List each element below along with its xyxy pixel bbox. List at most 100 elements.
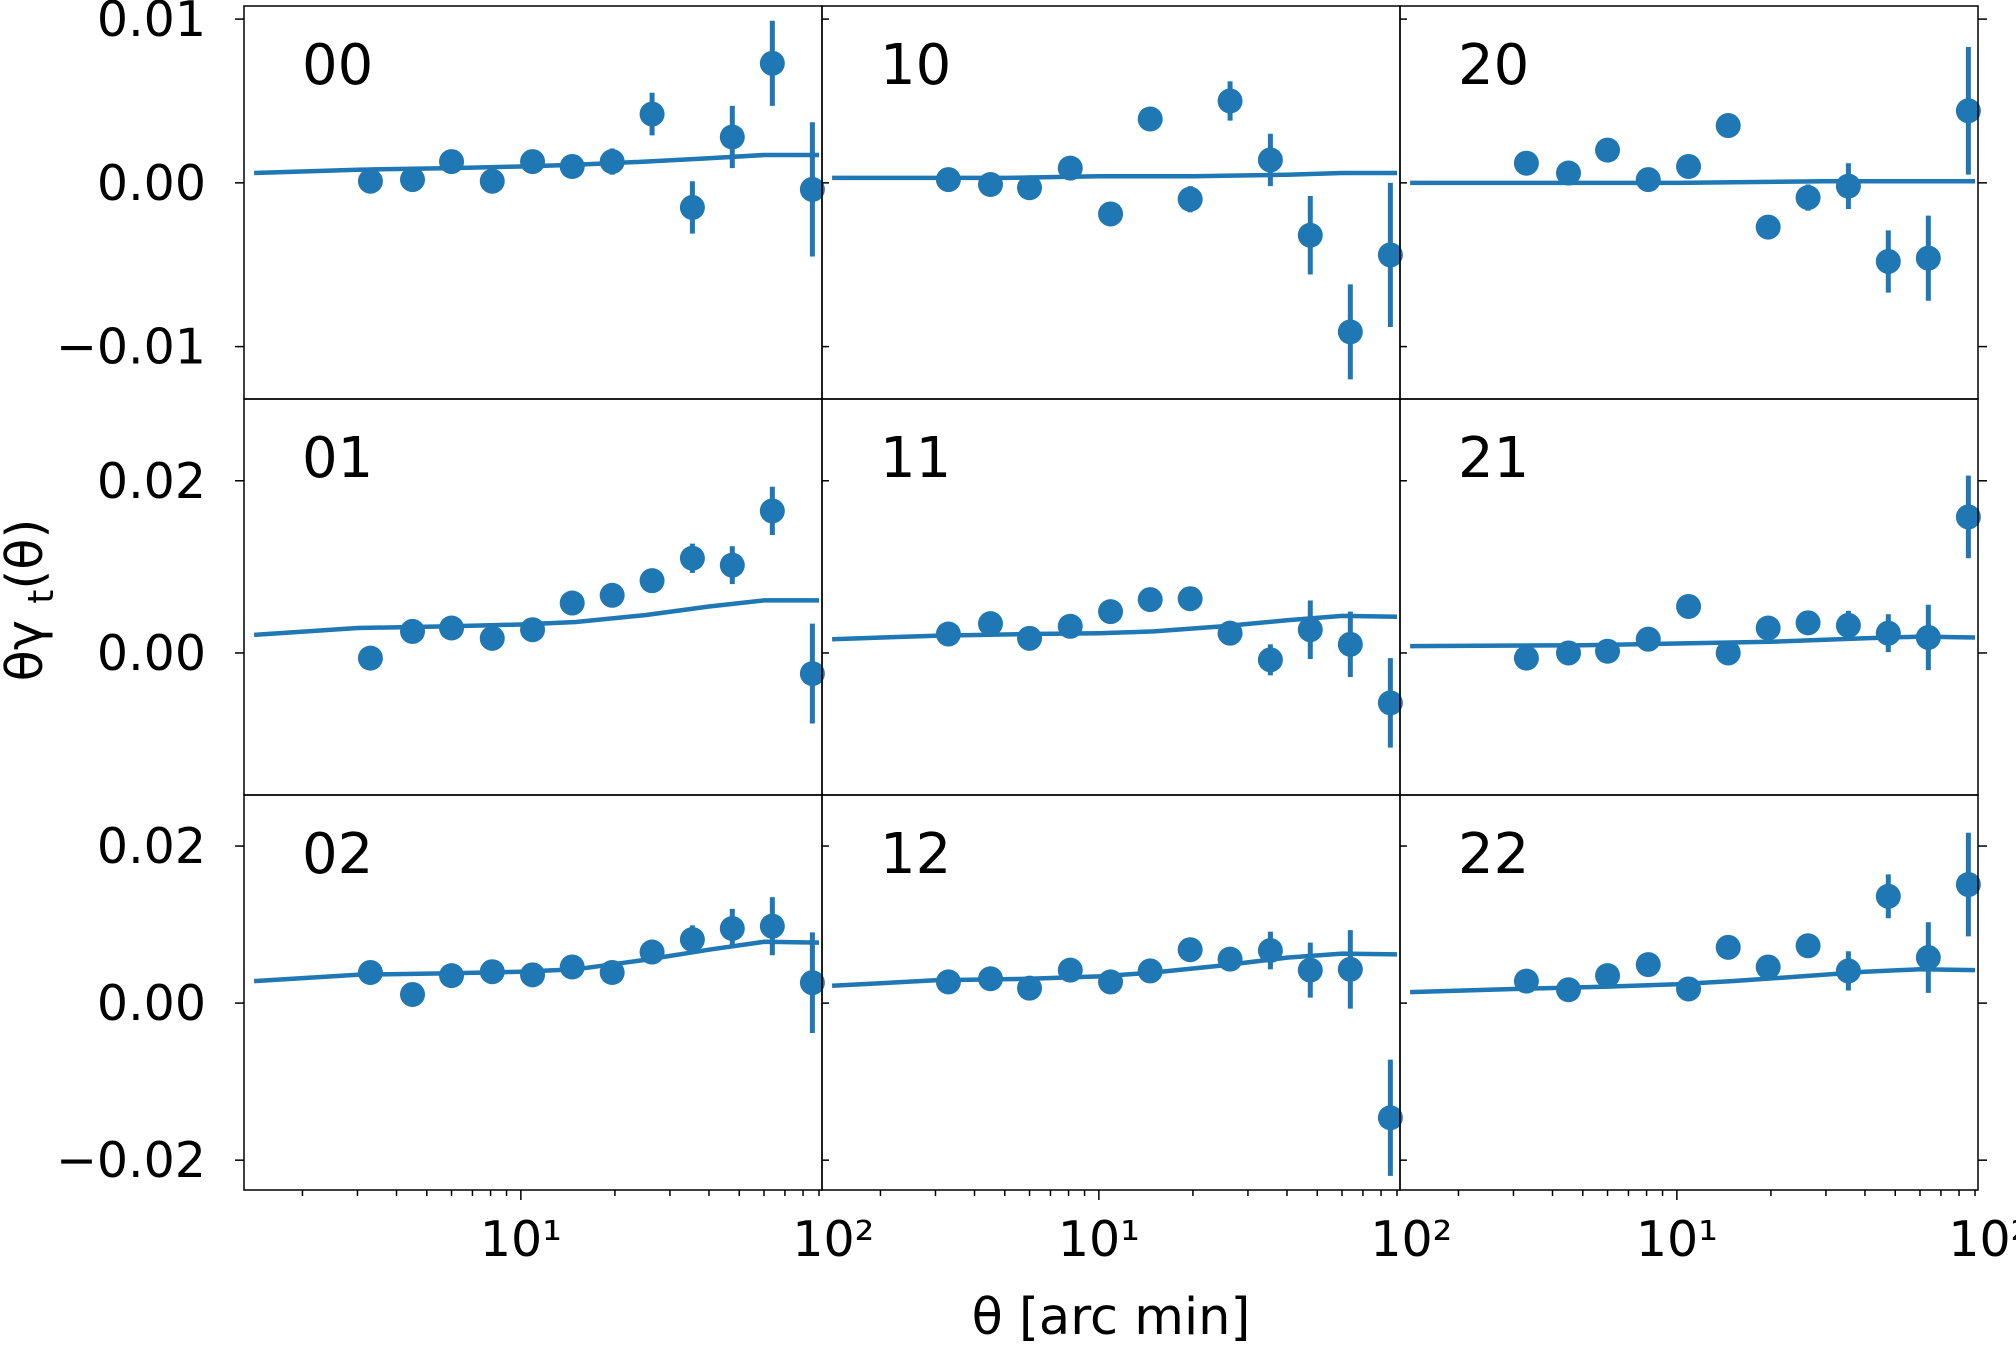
- panel-label: 01: [302, 426, 373, 491]
- data-point: [599, 582, 625, 608]
- data-point: [439, 963, 465, 989]
- data-point: [1555, 160, 1581, 186]
- data-point: [1137, 587, 1163, 613]
- y-tick-label: 0.00: [97, 155, 206, 212]
- panel-label: 22: [1458, 822, 1529, 887]
- data-point: [1635, 626, 1661, 652]
- data-point: [639, 568, 665, 594]
- data-point: [935, 621, 961, 647]
- data-point: [1835, 173, 1861, 199]
- data-point: [1795, 185, 1821, 211]
- y-tick-label: −0.01: [56, 319, 206, 376]
- y-tick-label: 0.02: [97, 453, 206, 510]
- data-point: [1217, 88, 1243, 114]
- data-point: [520, 962, 546, 988]
- data-point: [1915, 945, 1941, 971]
- data-point: [357, 645, 383, 671]
- data-point: [599, 959, 625, 985]
- data-point: [1057, 613, 1083, 639]
- data-point: [977, 611, 1003, 637]
- panel-21: 21: [1399, 398, 1987, 796]
- data-point: [1017, 625, 1043, 651]
- data-point: [1676, 153, 1702, 179]
- data-point: [1017, 975, 1043, 1001]
- data-point: [1715, 640, 1741, 666]
- panel-00: 0.01 0.00 −0.01 00: [56, 0, 825, 400]
- x-tick-label: 10¹: [1058, 1211, 1140, 1268]
- panel-label: 10: [880, 33, 951, 98]
- model-curve: [253, 598, 819, 638]
- data-point: [1635, 167, 1661, 193]
- panel-label: 02: [302, 822, 373, 887]
- data-point: [977, 171, 1003, 197]
- data-point: [799, 661, 825, 687]
- data-point: [1835, 958, 1861, 984]
- panel-02: 0.02 0.00 −0.02 10¹ 10² 02: [56, 794, 874, 1268]
- data-point: [599, 149, 625, 175]
- data-point: [1635, 952, 1661, 978]
- panel-10: 10: [821, 5, 1403, 400]
- y-axis-title: θγ t(θ): [0, 519, 62, 682]
- panel-20: 20: [1399, 5, 1987, 400]
- x-tick-label: 10²: [1948, 1211, 2016, 1268]
- data-point: [759, 913, 785, 939]
- data-point: [1875, 883, 1901, 909]
- data-point: [1257, 647, 1283, 673]
- data-point: [1337, 631, 1363, 657]
- data-point: [1676, 593, 1702, 619]
- data-point: [1513, 968, 1539, 994]
- data-point: [1915, 245, 1941, 271]
- data-point: [799, 970, 825, 996]
- data-point: [1755, 214, 1781, 240]
- panel-label: 11: [880, 426, 951, 491]
- data-point: [357, 959, 383, 985]
- data-point: [1297, 957, 1323, 983]
- x-tick-label: 10¹: [1636, 1211, 1718, 1268]
- data-point: [1835, 612, 1861, 638]
- data-point: [399, 618, 425, 644]
- data-point: [479, 625, 505, 651]
- data-point: [799, 176, 825, 202]
- data-point: [1755, 615, 1781, 641]
- data-point: [1595, 137, 1621, 163]
- data-point: [520, 617, 546, 643]
- data-point: [1377, 1105, 1403, 1131]
- y-axis-title-rest: (θ): [0, 519, 55, 590]
- data-point: [1337, 956, 1363, 982]
- data-point: [1555, 977, 1581, 1003]
- y-axis-title-main: θγ: [0, 620, 55, 681]
- panel-label: 21: [1458, 426, 1529, 491]
- data-point: [1137, 958, 1163, 984]
- data-point: [399, 981, 425, 1007]
- data-point: [1513, 645, 1539, 671]
- data-point: [1715, 113, 1741, 139]
- data-point: [1098, 969, 1124, 995]
- data-point: [559, 590, 585, 616]
- data-point: [1377, 690, 1403, 716]
- model-curve: [1410, 967, 1976, 995]
- panel-label: 20: [1458, 33, 1529, 98]
- data-point: [935, 969, 961, 995]
- x-axis-title: θ [arc min]: [972, 1288, 1251, 1347]
- y-tick-label: 0.01: [97, 0, 206, 48]
- data-point: [439, 149, 465, 175]
- data-point: [679, 926, 705, 952]
- data-point: [1955, 98, 1981, 124]
- data-point: [1257, 147, 1283, 173]
- y-tick-label: 0.00: [97, 975, 206, 1032]
- data-point: [1217, 620, 1243, 646]
- data-point: [1595, 638, 1621, 664]
- data-point: [1057, 155, 1083, 181]
- data-point: [719, 915, 745, 941]
- y-axis-title-subscript: t: [21, 590, 62, 604]
- data-point: [1795, 933, 1821, 959]
- data-point: [1297, 222, 1323, 248]
- data-point: [520, 149, 546, 175]
- data-point: [399, 167, 425, 193]
- data-point: [1513, 150, 1539, 176]
- x-tick-label: 10²: [1370, 1211, 1452, 1268]
- data-point: [1257, 937, 1283, 963]
- y-tick-label: −0.02: [56, 1132, 206, 1189]
